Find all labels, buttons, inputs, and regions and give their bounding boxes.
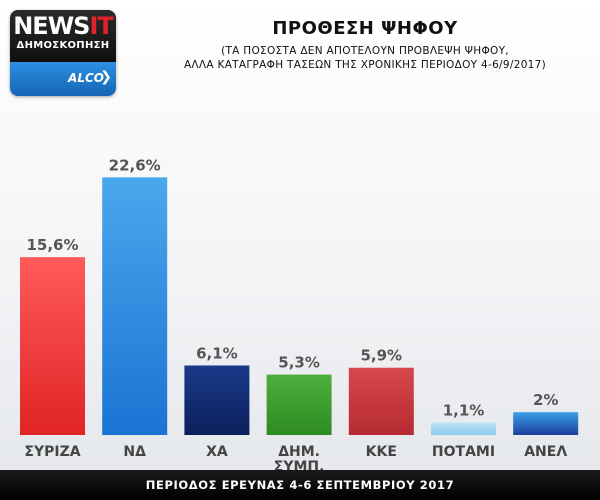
chart-title: ΠΡΟΘΕΣΗ ΨΗΦΟΥ [272,18,458,39]
category-label-line: ΧΑ [206,444,228,460]
value-label-4: 5,3% [278,354,320,372]
category-label-line: ΔΗΜ. [278,444,320,460]
category-label-line: ΝΔ [123,444,146,460]
bars-layer: 15,6% ΣΥΡΙΖΑ 22,6% ΝΔ 6,1% ΧΑ 5,3% ΔΗΜ. ΣΥΜΠ. 5,9… [20,156,579,470]
bar-chart: 15,6% ΣΥΡΙΖΑ 22,6% ΝΔ 6,1% ΧΑ 5,3% ΔΗΜ. ΣΥΜΠ. 5,9… [20,156,579,470]
chart-subtitle-line2: ΑΛΛΑ ΚΑΤΑΓΡΑΦΗ ΤΑΣΕΩΝ ΤΗΣ ΧΡΟΝΙΚΗΣ ΠΕΡΙΟ… [183,59,547,71]
value-label-3: 6,1% [196,344,238,362]
value-label-1: 15,6% [26,236,78,254]
category-label-1: ΣΥΡΙΖΑ [24,444,80,460]
category-label-line: ΠΟΤΑΜΙ [432,444,495,460]
logo-partner-name: ALCO [68,71,104,85]
chart-subtitle: (ΤΑ ΠΟΣΟΣΤΑ ΔΕΝ ΑΠΟΤΕΛΟΥΝ ΠΡΟΒΛΕΨΗ ΨΗΦΟΥ… [130,44,600,72]
bar-6 [431,422,496,435]
value-label-5: 5,9% [360,347,402,365]
value-label-2: 22,6% [109,156,161,174]
bar-7 [513,412,579,435]
category-label-line: ΣΥΡΙΖΑ [24,444,80,460]
logo-subtitle: ΔΗΜΟΣΚΟΠΗΣΗ [16,40,110,51]
bar-5 [348,367,414,435]
newsit-logo: NEWSIT ΔΗΜΟΣΚΟΠΗΣΗ ALCO ❯ [10,10,116,96]
survey-period-footer: ΠΕΡΙΟΔΟΣ ΕΡΕΥΝΑΣ 4-6 ΣΕΠΤΕΜΒΡΙΟΥ 2017 [0,470,600,500]
chevron-right-icon: ❯ [100,69,112,85]
bar-1 [20,257,85,435]
category-label-5: ΚΚΕ [366,444,397,460]
bar-2 [102,177,168,436]
bar-4 [266,374,332,435]
category-label-6: ΠΟΤΑΜΙ [432,444,495,460]
logo-brand: NEWSIT [13,12,114,40]
value-label-6: 1,1% [443,401,485,419]
category-label-3: ΧΑ [206,444,228,460]
category-label-4: ΔΗΜ. ΣΥΜΠ. [274,444,325,470]
category-label-2: ΝΔ [123,444,146,460]
category-label-7: ΑΝΕΛ [524,444,567,460]
value-label-7: 2% [533,391,558,409]
bar-3 [184,365,250,435]
logo-top: NEWSIT ΔΗΜΟΣΚΟΠΗΣΗ [10,10,116,62]
category-label-line: ΚΚΕ [366,444,397,460]
category-label-line: ΑΝΕΛ [524,444,567,460]
category-label-line: ΣΥΜΠ. [274,459,325,470]
logo-brand-news: NEWS [13,12,90,40]
chart-subtitle-line1: (ΤΑ ΠΟΣΟΣΤΑ ΔΕΝ ΑΠΟΤΕΛΟΥΝ ΠΡΟΒΛΕΨΗ ΨΗΦΟΥ… [221,45,509,57]
logo-brand-it: IT [89,12,113,40]
logo-partner-band: ALCO ❯ [10,62,116,96]
